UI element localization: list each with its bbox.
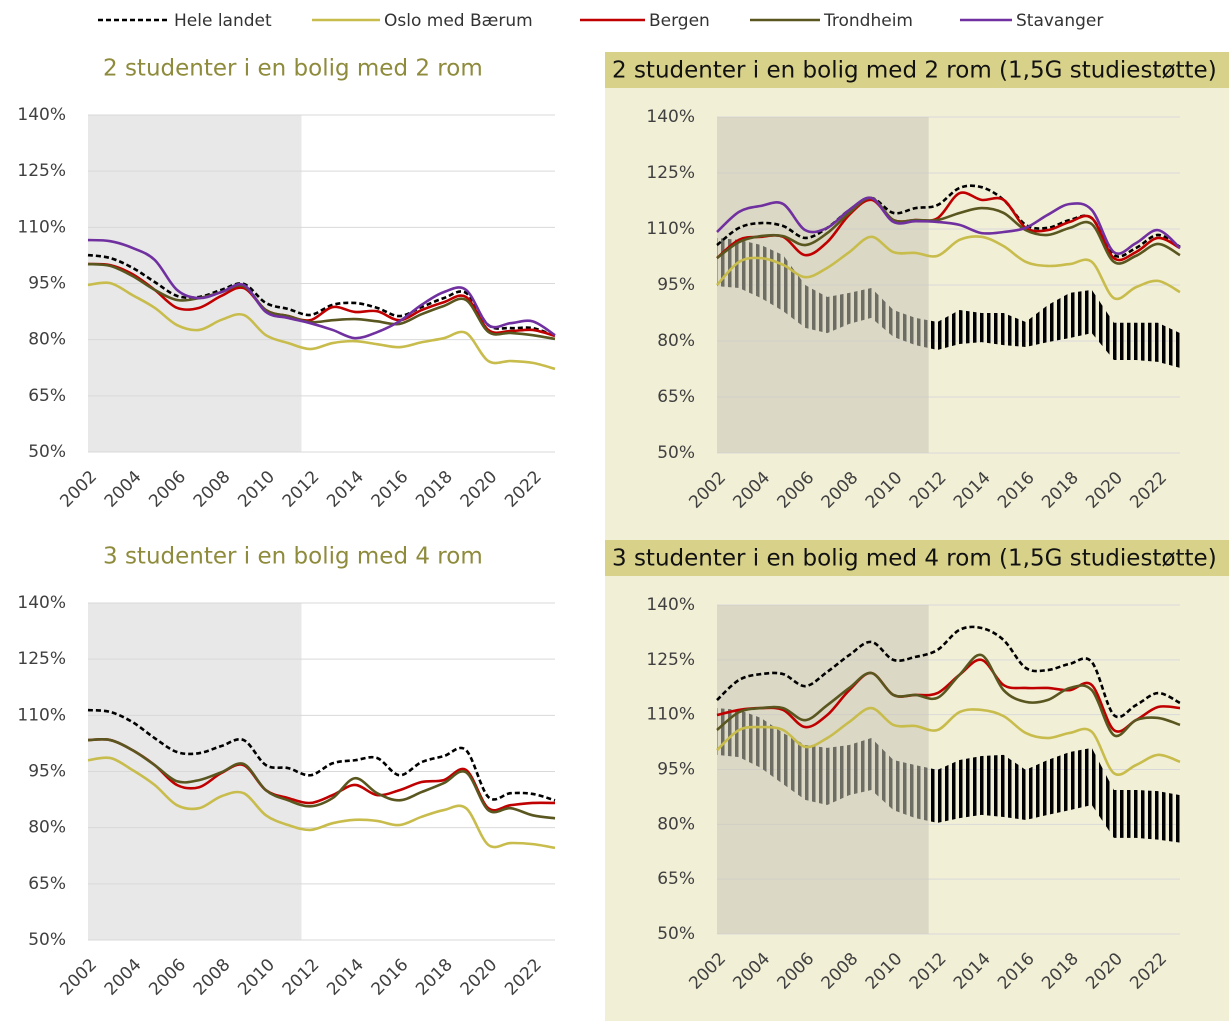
x-tick-label: 2010: [234, 467, 279, 512]
x-tick-label: 2022: [501, 955, 546, 1000]
legend-label: Trondheim: [823, 11, 913, 31]
x-tick-label: 2016: [368, 955, 413, 1000]
y-tick-label: 140%: [646, 107, 695, 127]
series-line: [716, 196, 1181, 255]
x-tick-label: 2008: [190, 955, 235, 1000]
x-tick-label: 2018: [412, 955, 457, 1000]
y-tick-label: 125%: [646, 163, 695, 183]
y-tick-label: 80%: [28, 818, 66, 838]
series-line: [87, 262, 556, 341]
x-tick-label: 2002: [56, 955, 101, 1000]
panel-title: 3 studenter i en bolig med 4 rom (1,5G s…: [612, 546, 1217, 572]
y-tick-label: 80%: [657, 331, 695, 351]
series-line: [716, 653, 1181, 738]
series-line: [87, 708, 556, 802]
y-tick-label: 125%: [646, 650, 695, 670]
title-band: [605, 540, 1229, 576]
x-tick-label: 2016: [368, 467, 413, 512]
y-tick-label: 50%: [28, 930, 66, 950]
y-tick-label: 95%: [28, 762, 66, 782]
x-tick-label: 2012: [279, 467, 324, 512]
legend-label: Bergen: [649, 11, 710, 31]
y-tick-label: 80%: [657, 814, 695, 834]
x-tick-label: 2010: [234, 955, 279, 1000]
series-line: [716, 235, 1181, 301]
x-tick-label: 2006: [145, 467, 190, 512]
series-line: [716, 196, 1181, 265]
y-tick-label: 95%: [28, 274, 66, 294]
series-line: [87, 281, 556, 371]
y-tick-label: 65%: [657, 387, 695, 407]
x-tick-label: 2012: [279, 955, 324, 1000]
x-tick-label: 2004: [101, 955, 146, 1000]
y-tick-label: 140%: [17, 593, 66, 613]
x-tick-label: 2002: [56, 467, 101, 512]
x-tick-label: 2022: [501, 467, 546, 512]
series-line: [87, 238, 556, 340]
y-tick-label: 125%: [17, 161, 66, 181]
x-tick-label: 2014: [323, 467, 368, 512]
y-tick-label: 95%: [657, 760, 695, 780]
series-line: [716, 658, 1181, 733]
shaded-period: [717, 605, 929, 934]
y-tick-label: 125%: [17, 649, 66, 669]
legend-label: Oslo med Bærum: [384, 11, 533, 31]
y-tick-label: 80%: [28, 330, 66, 350]
series-line: [87, 253, 556, 338]
y-tick-label: 65%: [657, 869, 695, 889]
legend-label: Stavanger: [1016, 11, 1103, 31]
title-band: [605, 52, 1229, 88]
y-tick-label: 140%: [17, 105, 66, 125]
shaded-period: [717, 117, 929, 453]
x-tick-label: 2020: [457, 955, 502, 1000]
x-tick-label: 2020: [457, 467, 502, 512]
y-tick-label: 65%: [28, 874, 66, 894]
legend-label: Hele landet: [174, 11, 272, 31]
y-tick-label: 65%: [28, 386, 66, 406]
y-tick-label: 110%: [646, 219, 695, 239]
series-line: [87, 756, 556, 850]
hatched-band: [717, 708, 1180, 843]
hatched-band: [717, 237, 1180, 368]
series-line: [716, 191, 1181, 262]
panel-title: 3 studenter i en bolig med 4 rom: [103, 544, 483, 570]
y-tick-label: 140%: [646, 595, 695, 615]
series-line: [716, 625, 1181, 719]
x-tick-label: 2004: [101, 467, 146, 512]
x-tick-label: 2006: [145, 955, 190, 1000]
y-tick-label: 110%: [17, 217, 66, 237]
x-tick-label: 2018: [412, 467, 457, 512]
y-tick-label: 50%: [28, 442, 66, 462]
y-tick-label: 110%: [646, 705, 695, 725]
y-tick-label: 110%: [17, 705, 66, 725]
y-tick-label: 50%: [657, 443, 695, 463]
x-tick-label: 2014: [323, 955, 368, 1000]
y-tick-label: 50%: [657, 924, 695, 944]
series-line: [716, 706, 1181, 776]
x-tick-label: 2008: [190, 467, 235, 512]
panel-title: 2 studenter i en bolig med 2 rom: [103, 56, 483, 82]
series-line: [87, 738, 556, 820]
y-tick-label: 95%: [657, 275, 695, 295]
panel-title: 2 studenter i en bolig med 2 rom (1,5G s…: [612, 58, 1217, 84]
